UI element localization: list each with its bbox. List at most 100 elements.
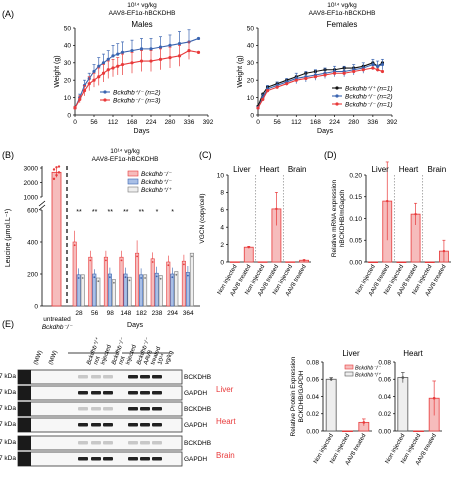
bar xyxy=(424,261,435,264)
data-point xyxy=(116,52,120,56)
series-line-1 xyxy=(257,63,383,109)
bar-0 xyxy=(103,256,108,307)
data-point xyxy=(285,82,289,86)
bar-0 xyxy=(135,252,140,307)
data-point xyxy=(256,106,260,110)
bar-2 xyxy=(127,276,132,307)
blot-band xyxy=(140,441,150,445)
y-tick-label: 0.02 xyxy=(378,411,391,418)
bar-1 xyxy=(76,274,81,307)
bar-0 xyxy=(88,256,93,307)
y-tick-label: 400 xyxy=(27,239,38,246)
axis-break-mark xyxy=(38,200,46,207)
y-tick-label: 2000 xyxy=(24,180,39,187)
data-point xyxy=(323,73,327,77)
bar-0 xyxy=(166,261,171,307)
kda-label: 37 kDa xyxy=(0,439,16,446)
data-point xyxy=(82,89,87,93)
y-axis-label: hBCKDHB/mGapdh xyxy=(339,189,346,247)
x-tick-label: 0 xyxy=(73,119,77,126)
data-point xyxy=(111,54,115,58)
kda-label: 37 kDa xyxy=(0,405,16,412)
y-tick-label: 0.06 xyxy=(378,377,391,384)
legend-swatch xyxy=(127,178,139,185)
blot-band xyxy=(128,391,138,395)
data-point xyxy=(187,49,191,53)
data-point xyxy=(191,255,193,258)
y-tick-label: 0.00 xyxy=(378,428,391,435)
females-weight-chart: 0 56 112 168 224 280 336 392 0 10 20 30 40 50 Days Weig… xyxy=(237,25,398,135)
bar-0 xyxy=(119,256,124,307)
legend-label: Bckdhb⁺/⁻ (n=2) xyxy=(345,93,393,100)
data-point xyxy=(73,244,76,247)
blot-band xyxy=(152,391,162,395)
data-point xyxy=(275,207,278,211)
x-tick-label: 294 xyxy=(167,310,178,317)
blot-band xyxy=(91,375,101,379)
data-point xyxy=(265,89,270,93)
x-tick-label: 182 xyxy=(136,310,147,317)
bar xyxy=(368,261,378,264)
blot-band xyxy=(91,457,101,461)
group-label: Brain xyxy=(427,165,446,174)
y-tick-label: 6 xyxy=(220,207,224,214)
bar xyxy=(397,377,409,432)
x-axis-label: Days xyxy=(127,322,143,329)
data-point xyxy=(57,165,61,168)
untreated-label-1: untreated xyxy=(43,316,71,323)
y-tick-label: 0.00 xyxy=(349,259,362,266)
y-axis-label: Relative mRNA expression xyxy=(331,179,338,257)
y-tick-label: 30 xyxy=(247,60,255,67)
y-tick-label: 40 xyxy=(247,43,255,50)
bar-0 xyxy=(150,258,155,307)
group-label: Liver xyxy=(371,165,389,174)
bar-1 xyxy=(154,272,159,307)
series-line-2 xyxy=(257,67,383,109)
data-point xyxy=(140,277,143,279)
significance-mark: ** xyxy=(107,209,113,216)
significance-mark: ** xyxy=(123,209,129,216)
x-tick-label: 28 xyxy=(75,310,83,317)
blot-band xyxy=(103,441,113,445)
legend-label: Bckdhb⁻/⁻ xyxy=(355,366,382,372)
blot-band xyxy=(91,407,101,411)
blot-band xyxy=(78,407,88,411)
x-axis-label: Days xyxy=(317,128,333,135)
x-tick-label: 336 xyxy=(367,119,378,126)
y-tick-label: 200 xyxy=(27,271,38,278)
western-blot: (MW) (MW) Bckdhb⁺/⁺notinjectedBckdhb⁻/⁻not… xyxy=(0,336,236,467)
blot-band xyxy=(140,375,150,379)
blot-band xyxy=(128,407,138,411)
bar-2 xyxy=(80,274,85,307)
blot-band xyxy=(78,375,88,379)
tissue-label: Heart xyxy=(216,417,236,426)
group-label: Heart xyxy=(399,165,419,174)
data-point xyxy=(432,396,436,400)
bar-1 xyxy=(170,273,175,307)
data-point xyxy=(87,82,91,86)
bar xyxy=(342,430,353,433)
data-point xyxy=(52,168,56,171)
a-left-title: Males xyxy=(131,20,152,29)
data-point xyxy=(380,62,385,67)
group-label: Liver xyxy=(233,165,251,174)
data-point xyxy=(109,276,111,279)
y-tick-label: 0.10 xyxy=(349,216,362,223)
y-tick-label: 0.04 xyxy=(306,394,319,401)
x-tick-label: 56 xyxy=(274,119,282,126)
y-axis-label: BCKDHB/GAPDH xyxy=(298,370,305,422)
data-point xyxy=(130,49,134,53)
marker-lane xyxy=(18,386,31,400)
lane-header: vg/kg xyxy=(164,350,175,366)
bar-0 xyxy=(72,241,77,307)
y-tick-label: 8 xyxy=(220,190,224,197)
group-label: Heart xyxy=(260,165,280,174)
b-dose: 10¹⁴ vg/kg xyxy=(110,148,140,155)
y-tick-label: 0 xyxy=(34,303,38,310)
data-point xyxy=(362,421,366,424)
data-point xyxy=(329,377,333,381)
y-tick-label: 20 xyxy=(247,78,255,85)
data-point xyxy=(175,273,178,276)
